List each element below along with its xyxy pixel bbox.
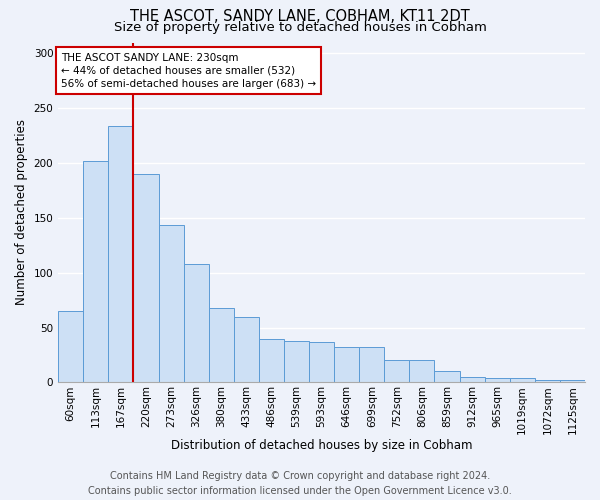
Bar [334,348,359,382]
Bar [485,378,510,382]
Bar [535,380,560,382]
Bar [284,340,309,382]
Bar [184,264,209,382]
Bar [234,316,259,382]
Text: Size of property relative to detached houses in Cobham: Size of property relative to detached ho… [113,21,487,34]
Bar [409,360,434,382]
Bar [309,342,334,382]
Bar [58,311,83,382]
Bar [109,126,133,382]
Bar [385,360,409,382]
Text: Contains HM Land Registry data © Crown copyright and database right 2024.
Contai: Contains HM Land Registry data © Crown c… [88,471,512,496]
Bar [209,308,234,382]
Bar [259,338,284,382]
Bar [460,377,485,382]
Bar [83,161,109,382]
Bar [158,224,184,382]
Bar [133,174,158,382]
Text: THE ASCOT SANDY LANE: 230sqm
← 44% of detached houses are smaller (532)
56% of s: THE ASCOT SANDY LANE: 230sqm ← 44% of de… [61,52,316,89]
Bar [560,380,585,382]
Bar [510,378,535,382]
Text: THE ASCOT, SANDY LANE, COBHAM, KT11 2DT: THE ASCOT, SANDY LANE, COBHAM, KT11 2DT [130,9,470,24]
Bar [359,348,385,382]
Bar [434,372,460,382]
Y-axis label: Number of detached properties: Number of detached properties [15,120,28,306]
X-axis label: Distribution of detached houses by size in Cobham: Distribution of detached houses by size … [171,440,472,452]
